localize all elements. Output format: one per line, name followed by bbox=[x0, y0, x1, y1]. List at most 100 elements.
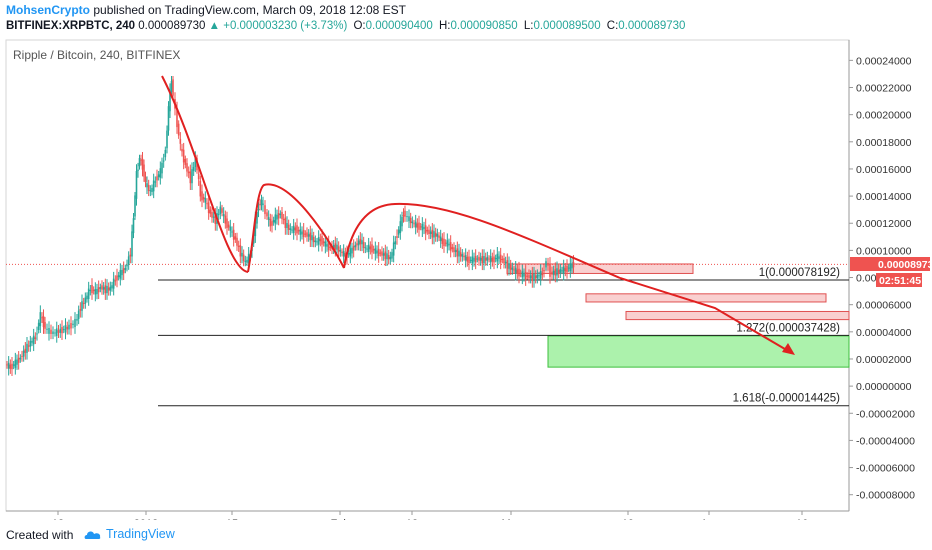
candle-body bbox=[62, 329, 65, 331]
candle-body bbox=[461, 254, 464, 257]
candle-body bbox=[499, 254, 502, 263]
candle-body bbox=[342, 251, 345, 257]
candle-body bbox=[549, 263, 551, 277]
time-tick-label: 15 bbox=[226, 518, 238, 520]
candle-body bbox=[104, 285, 107, 294]
candle-body bbox=[306, 232, 308, 237]
candle-body bbox=[184, 158, 187, 165]
candle-body bbox=[202, 197, 205, 200]
candle-body bbox=[256, 212, 258, 224]
candle-body bbox=[297, 230, 300, 232]
candle-body bbox=[59, 328, 62, 333]
candle-body bbox=[304, 233, 307, 235]
candle-body bbox=[488, 258, 490, 260]
time-axis[interactable]: 18 2018 15 Feb 13 Mar 19 Apr 16 bbox=[52, 511, 808, 520]
tradingview-logo[interactable]: TradingView bbox=[84, 527, 175, 541]
countdown-box bbox=[876, 273, 922, 287]
candle-body bbox=[282, 219, 285, 221]
created-with-text: Created with bbox=[6, 528, 74, 542]
candle-body bbox=[473, 257, 475, 262]
candle-body bbox=[126, 264, 128, 267]
price-tick-label: 0.00002000 bbox=[856, 354, 912, 366]
candle-body bbox=[169, 90, 171, 112]
candle-body bbox=[566, 265, 568, 272]
candle-body bbox=[513, 269, 515, 271]
candle-body bbox=[91, 285, 93, 294]
candle-body bbox=[374, 248, 377, 254]
candle-body bbox=[162, 160, 165, 162]
candle-body bbox=[458, 250, 460, 257]
price-axis[interactable]: 0.00024000 0.00022000 0.00020000 0.00018000… bbox=[849, 55, 915, 502]
price-chart[interactable]: Ripple / Bitcoin, 240, BITFINEX 0.000240… bbox=[0, 0, 932, 520]
candle-body bbox=[369, 246, 372, 250]
candle-body bbox=[274, 214, 277, 224]
candle-body bbox=[336, 244, 338, 250]
last-price: 0.000089730 bbox=[138, 20, 206, 32]
candle-body bbox=[551, 271, 553, 275]
candle-body bbox=[116, 275, 118, 281]
candle-body bbox=[311, 235, 313, 241]
candle-body bbox=[167, 106, 170, 131]
candle-body bbox=[39, 312, 42, 327]
candle-body bbox=[471, 256, 474, 264]
candle-body bbox=[562, 266, 565, 274]
candle-body bbox=[571, 263, 573, 269]
candle-body bbox=[44, 321, 46, 329]
candle-body bbox=[117, 275, 120, 278]
candle-body bbox=[287, 224, 290, 230]
candle-body bbox=[286, 223, 288, 228]
candle-body bbox=[82, 302, 85, 304]
candle-body bbox=[441, 238, 444, 244]
low-label: L: bbox=[523, 20, 534, 32]
candle-body bbox=[94, 289, 97, 295]
candle-body bbox=[453, 247, 455, 253]
candle-body bbox=[382, 253, 385, 256]
candle-body bbox=[444, 242, 447, 244]
author-link[interactable]: MohsenCrypto bbox=[6, 3, 90, 17]
candle-body bbox=[307, 234, 310, 237]
candle-body bbox=[433, 231, 435, 238]
candle-body bbox=[446, 240, 449, 247]
candle-body bbox=[557, 269, 560, 273]
candle-body bbox=[102, 287, 105, 290]
candle-body bbox=[192, 167, 195, 171]
projection-line bbox=[619, 277, 791, 353]
candle-body bbox=[438, 235, 440, 238]
cloud-icon bbox=[84, 531, 101, 539]
candle-body bbox=[92, 289, 95, 292]
candle-body bbox=[26, 343, 28, 353]
arc-one bbox=[247, 183, 345, 273]
candle-body bbox=[204, 198, 207, 203]
candle-body bbox=[259, 203, 261, 206]
candle-body bbox=[479, 257, 482, 261]
candle-body bbox=[276, 214, 278, 220]
time-tick-label: 2018 bbox=[134, 518, 158, 520]
candle-body bbox=[221, 208, 223, 213]
candle-body bbox=[224, 215, 227, 224]
candle-body bbox=[207, 202, 210, 214]
countdown-text: 02:51:45 bbox=[879, 275, 921, 287]
candle-body bbox=[138, 158, 141, 167]
price-tick-label: 0.00014000 bbox=[856, 191, 912, 203]
candle-body bbox=[147, 184, 150, 192]
candle-body bbox=[448, 243, 450, 246]
candle-body bbox=[463, 255, 465, 258]
candle-body bbox=[421, 223, 424, 231]
price-tick-label: 0.00022000 bbox=[856, 83, 912, 95]
candle-body bbox=[327, 242, 330, 251]
candle-body bbox=[11, 363, 13, 370]
candle-body bbox=[439, 236, 442, 242]
candle-body bbox=[419, 226, 422, 228]
candle-body bbox=[159, 168, 162, 178]
candle-body bbox=[267, 217, 270, 220]
candle-body bbox=[141, 158, 144, 170]
candle-body bbox=[518, 268, 520, 277]
candle-body bbox=[324, 241, 327, 247]
candle-body bbox=[166, 130, 168, 149]
symbol-label[interactable]: BITFINEX:XRPBTC, 240 bbox=[6, 20, 136, 32]
candle-body bbox=[464, 255, 467, 261]
candle-body bbox=[423, 226, 425, 230]
price-tick-label: 0.00018000 bbox=[856, 137, 912, 149]
fib-level-label: 1(0.000078192) bbox=[759, 267, 840, 279]
candle-body bbox=[156, 176, 158, 181]
